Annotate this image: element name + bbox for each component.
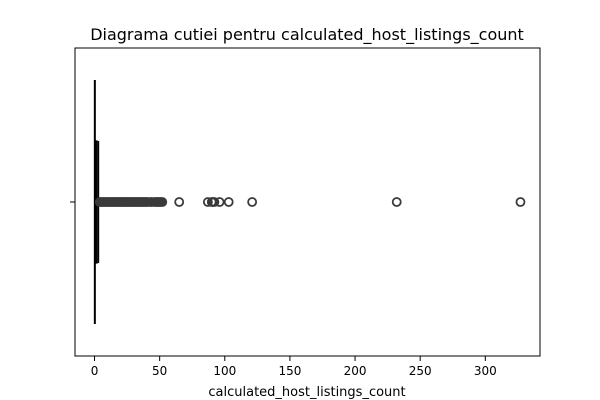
outlier-point bbox=[157, 197, 168, 207]
outlier-point bbox=[214, 197, 225, 207]
x-tick-label: 0 bbox=[91, 364, 99, 378]
outlier-point bbox=[391, 197, 402, 207]
x-tick-label: 200 bbox=[344, 364, 367, 378]
x-tick-label: 300 bbox=[474, 364, 497, 378]
x-tick-label: 150 bbox=[278, 364, 301, 378]
x-axis: 0 50 100 150 200 250 300 bbox=[70, 201, 497, 378]
x-axis-label: calculated_host_listings_count bbox=[208, 385, 405, 400]
outlier-point bbox=[202, 197, 213, 207]
outlier-point bbox=[515, 197, 526, 207]
x-tick-label: 100 bbox=[213, 364, 236, 378]
x-tick-label: 50 bbox=[152, 364, 167, 378]
outlier-point bbox=[247, 197, 258, 207]
outlier-point bbox=[174, 197, 185, 207]
x-tick-label: 250 bbox=[409, 364, 432, 378]
outlier-point bbox=[209, 197, 220, 207]
outlier-point bbox=[223, 197, 234, 207]
chart-title: Diagrama cutiei pentru calculated_host_l… bbox=[90, 25, 524, 45]
plot-area bbox=[93, 80, 526, 324]
